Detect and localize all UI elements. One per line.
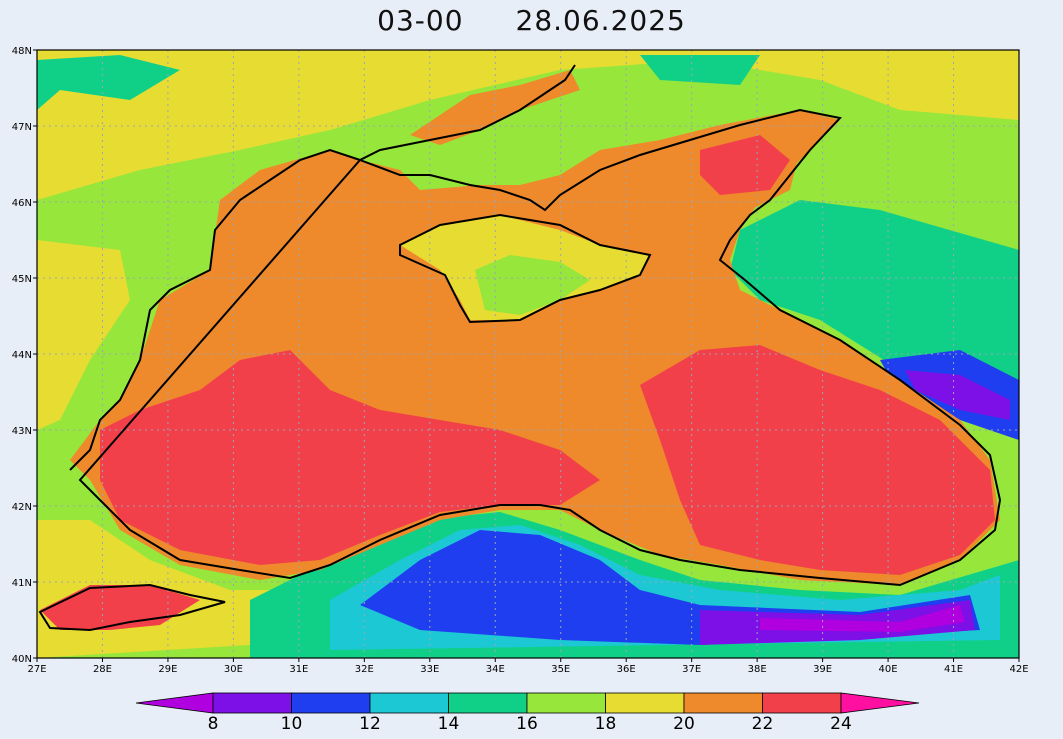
- lon-tick-label: 29E: [158, 664, 177, 675]
- lon-tick-label: 32E: [355, 664, 374, 675]
- lat-tick-label: 48N: [12, 46, 32, 57]
- crimea-inner: [475, 255, 590, 315]
- lon-tick-label: 38E: [748, 664, 767, 675]
- colorbar-level-label: 20: [673, 714, 695, 734]
- colorbar-arrow-high: [840, 692, 920, 714]
- lat-tick-label: 43N: [12, 426, 32, 437]
- colorbar-segment: [291, 692, 371, 714]
- lon-tick-label: 42E: [1009, 664, 1028, 675]
- lon-tick-label: 33E: [420, 664, 439, 675]
- lon-tick-label: 39E: [813, 664, 832, 675]
- colorbar-segment: [762, 692, 842, 714]
- field-magenta-south: [760, 605, 965, 632]
- colorbar-segment: [369, 692, 449, 714]
- graticule: [37, 50, 1019, 658]
- lat-tick-label: 40N: [12, 654, 32, 665]
- lon-tick-label: 35E: [551, 664, 570, 675]
- map-title: 03-00 28.06.2025: [0, 4, 1063, 37]
- longitude-axis: 27E 28E 29E 30E 31E 32E 33E 34E 35E 36E 37E 38E 39E 4…: [27, 658, 1029, 675]
- field-yellow-north: [37, 50, 1019, 200]
- field-yellow-west: [37, 240, 130, 430]
- colorbar-segment: [212, 692, 292, 714]
- colorbar-level-label: 18: [595, 714, 617, 734]
- azov-warm: [700, 135, 790, 195]
- colorbar-level-label: 10: [281, 714, 303, 734]
- field-green-n: [640, 55, 760, 85]
- colorbar-level-label: 22: [752, 714, 774, 734]
- map-field: [37, 50, 1019, 658]
- sea-warm-east: [640, 345, 995, 575]
- colorbar-arrow-low: [135, 692, 214, 714]
- lon-tick-label: 28E: [93, 664, 112, 675]
- lat-tick-label: 45N: [12, 274, 32, 285]
- crimea-coast: [399, 213, 652, 324]
- lat-tick-label: 44N: [12, 350, 32, 361]
- colorbar-level-label: 12: [359, 714, 381, 734]
- title-date: 28.06.2025: [515, 4, 686, 37]
- lon-tick-label: 31E: [289, 664, 308, 675]
- coastline: [69, 64, 1002, 587]
- colorbar-level-label: 14: [438, 714, 460, 734]
- colorbar-segment: [526, 692, 606, 714]
- lon-tick-label: 36E: [617, 664, 636, 675]
- colorbar-segment: [683, 692, 763, 714]
- colorbar-level-label: 16: [516, 714, 538, 734]
- lat-tick-label: 41N: [12, 578, 32, 589]
- lat-tick-label: 47N: [12, 122, 32, 133]
- lat-tick-label: 46N: [12, 198, 32, 209]
- lon-tick-label: 34E: [486, 664, 505, 675]
- lat-tick-label: 42N: [12, 502, 32, 513]
- title-time: 03-00: [377, 4, 464, 37]
- field-green-nw: [37, 55, 180, 110]
- marmara-coast: [38, 583, 226, 632]
- colorbar-segment: [605, 692, 685, 714]
- lon-tick-label: 37E: [682, 664, 701, 675]
- latitude-axis: 40N 41N 42N 43N 44N 45N 46N 47N 48N: [12, 46, 37, 665]
- field-purple-east: [905, 370, 1010, 420]
- colorbar: 8 10 12 14 16 18 20 22 24: [135, 692, 920, 734]
- colorbar-level-label: 8: [208, 714, 219, 734]
- lon-tick-label: 27E: [27, 664, 46, 675]
- lon-tick-label: 40E: [879, 664, 898, 675]
- lon-tick-label: 41E: [944, 664, 963, 675]
- colorbar-segment: [448, 692, 528, 714]
- sea-warm-west: [100, 350, 600, 565]
- lon-tick-label: 30E: [224, 664, 243, 675]
- colorbar-level-label: 24: [830, 714, 852, 734]
